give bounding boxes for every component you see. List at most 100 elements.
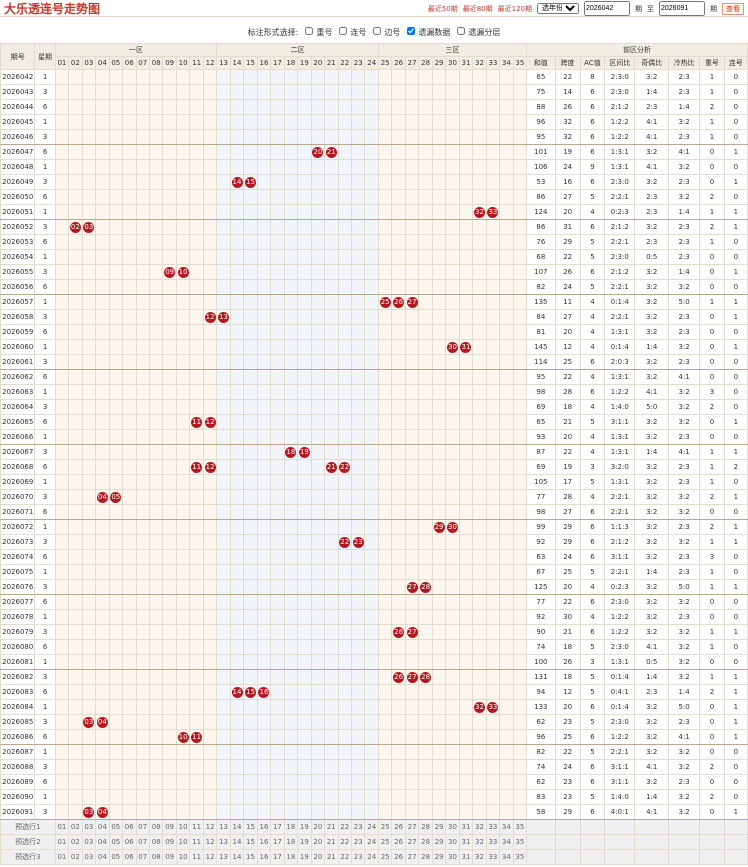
preselect-number[interactable]: 14 xyxy=(229,849,245,865)
preselect-number[interactable]: 01 xyxy=(54,819,70,835)
year-select[interactable]: 选年份 xyxy=(537,3,579,14)
preselect-number[interactable]: 09 xyxy=(162,849,177,865)
preselect-number[interactable]: 02 xyxy=(68,849,83,865)
preselect-number[interactable]: 04 xyxy=(95,834,110,850)
preselect-number[interactable]: 16 xyxy=(256,819,272,835)
preselect-number[interactable]: 10 xyxy=(175,849,191,865)
preselect-number[interactable]: 27 xyxy=(404,819,420,835)
preselect-number[interactable]: 06 xyxy=(122,819,137,835)
checkbox[interactable] xyxy=(305,26,314,35)
preselect-number[interactable]: 35 xyxy=(512,849,528,865)
preselect-number[interactable]: 17 xyxy=(270,834,285,850)
preselect-number[interactable]: 29 xyxy=(431,849,447,865)
preselect-number[interactable]: 09 xyxy=(162,834,177,850)
preselect-number[interactable]: 18 xyxy=(283,849,299,865)
preselect-number[interactable]: 32 xyxy=(472,849,487,865)
preselect-number[interactable]: 16 xyxy=(256,849,272,865)
preselect-number[interactable]: 26 xyxy=(391,819,406,835)
preselect-number[interactable]: 30 xyxy=(445,834,460,850)
preselect-number[interactable]: 20 xyxy=(310,849,326,865)
preselect-number[interactable]: 08 xyxy=(148,849,164,865)
preselect-number[interactable]: 13 xyxy=(216,849,231,865)
header-cell[interactable]: 期号 xyxy=(0,43,36,70)
view-button[interactable]: 查看 xyxy=(722,2,744,15)
preselect-number[interactable]: 31 xyxy=(458,849,474,865)
preselect-number[interactable]: 15 xyxy=(243,834,258,850)
filter-option[interactable]: 连号 xyxy=(339,26,366,38)
preselect-number[interactable]: 07 xyxy=(135,834,150,850)
preselect-number[interactable]: 14 xyxy=(229,834,245,850)
preselect-number[interactable]: 03 xyxy=(81,819,97,835)
preselect-number[interactable]: 04 xyxy=(95,819,110,835)
preselect-number[interactable]: 21 xyxy=(324,849,339,865)
preselect-number[interactable]: 28 xyxy=(418,834,433,850)
preselect-number[interactable]: 33 xyxy=(485,819,501,835)
preselect-number[interactable]: 19 xyxy=(297,834,312,850)
preselect-number[interactable]: 27 xyxy=(404,849,420,865)
preselect-number[interactable]: 28 xyxy=(418,849,433,865)
preselect-number[interactable]: 01 xyxy=(54,849,70,865)
preselect-number[interactable]: 03 xyxy=(81,834,97,850)
preselect-number[interactable]: 18 xyxy=(283,819,299,835)
checkbox[interactable] xyxy=(457,26,466,35)
preselect-number[interactable]: 22 xyxy=(337,834,353,850)
checkbox[interactable] xyxy=(339,26,348,35)
preselect-number[interactable]: 16 xyxy=(256,834,272,850)
link[interactable]: 最近120期 xyxy=(497,4,532,13)
preselect-number[interactable]: 11 xyxy=(189,819,204,835)
preselect-number[interactable]: 31 xyxy=(458,819,474,835)
preselect-number[interactable]: 18 xyxy=(283,834,299,850)
preselect-number[interactable]: 25 xyxy=(377,834,393,850)
preselect-number[interactable]: 19 xyxy=(297,849,312,865)
preselect-number[interactable]: 04 xyxy=(95,849,110,865)
preselect-number[interactable]: 15 xyxy=(243,849,258,865)
preselect-number[interactable]: 01 xyxy=(54,834,70,850)
preselect-number[interactable]: 10 xyxy=(175,819,191,835)
checkbox[interactable] xyxy=(373,26,382,35)
preselect-number[interactable]: 05 xyxy=(108,834,124,850)
preselect-number[interactable]: 02 xyxy=(68,819,83,835)
preselect-number[interactable]: 05 xyxy=(108,849,124,865)
preselect-number[interactable]: 20 xyxy=(310,819,326,835)
filter-option[interactable]: 遗漏数据 xyxy=(407,26,450,38)
preselect-number[interactable]: 12 xyxy=(202,834,218,850)
preselect-number[interactable]: 10 xyxy=(175,834,191,850)
preselect-number[interactable]: 26 xyxy=(391,834,406,850)
preselect-number[interactable]: 07 xyxy=(135,849,150,865)
preselect-number[interactable]: 02 xyxy=(68,834,83,850)
preselect-number[interactable]: 11 xyxy=(189,834,204,850)
preselect-number[interactable]: 20 xyxy=(310,834,326,850)
preselect-number[interactable]: 12 xyxy=(202,819,218,835)
preselect-number[interactable]: 13 xyxy=(216,834,231,850)
preselect-number[interactable]: 28 xyxy=(418,819,433,835)
preselect-number[interactable]: 35 xyxy=(512,834,528,850)
preselect-number[interactable]: 31 xyxy=(458,834,474,850)
preselect-number[interactable]: 19 xyxy=(297,819,312,835)
preselect-number[interactable]: 24 xyxy=(364,849,379,865)
preselect-number[interactable]: 24 xyxy=(364,819,379,835)
preselect-number[interactable]: 27 xyxy=(404,834,420,850)
preselect-number[interactable]: 23 xyxy=(350,819,366,835)
preselect-number[interactable]: 23 xyxy=(350,834,366,850)
preselect-number[interactable]: 06 xyxy=(122,834,137,850)
preselect-number[interactable]: 15 xyxy=(243,819,258,835)
preselect-number[interactable]: 35 xyxy=(512,819,528,835)
preselect-number[interactable]: 30 xyxy=(445,849,460,865)
from-input[interactable] xyxy=(584,1,630,16)
filter-option[interactable]: 遗漏分层 xyxy=(457,26,500,38)
preselect-number[interactable]: 25 xyxy=(377,849,393,865)
preselect-number[interactable]: 06 xyxy=(122,849,137,865)
preselect-number[interactable]: 13 xyxy=(216,819,231,835)
preselect-number[interactable]: 26 xyxy=(391,849,406,865)
preselect-number[interactable]: 07 xyxy=(135,819,150,835)
preselect-number[interactable]: 14 xyxy=(229,819,245,835)
preselect-number[interactable]: 29 xyxy=(431,819,447,835)
preselect-number[interactable]: 17 xyxy=(270,849,285,865)
preselect-number[interactable]: 08 xyxy=(148,834,164,850)
filter-option[interactable]: 边号 xyxy=(373,26,400,38)
preselect-number[interactable]: 33 xyxy=(485,849,501,865)
filter-option[interactable]: 重号 xyxy=(305,26,332,38)
preselect-number[interactable]: 17 xyxy=(270,819,285,835)
to-input[interactable] xyxy=(659,1,705,16)
preselect-number[interactable]: 32 xyxy=(472,819,487,835)
